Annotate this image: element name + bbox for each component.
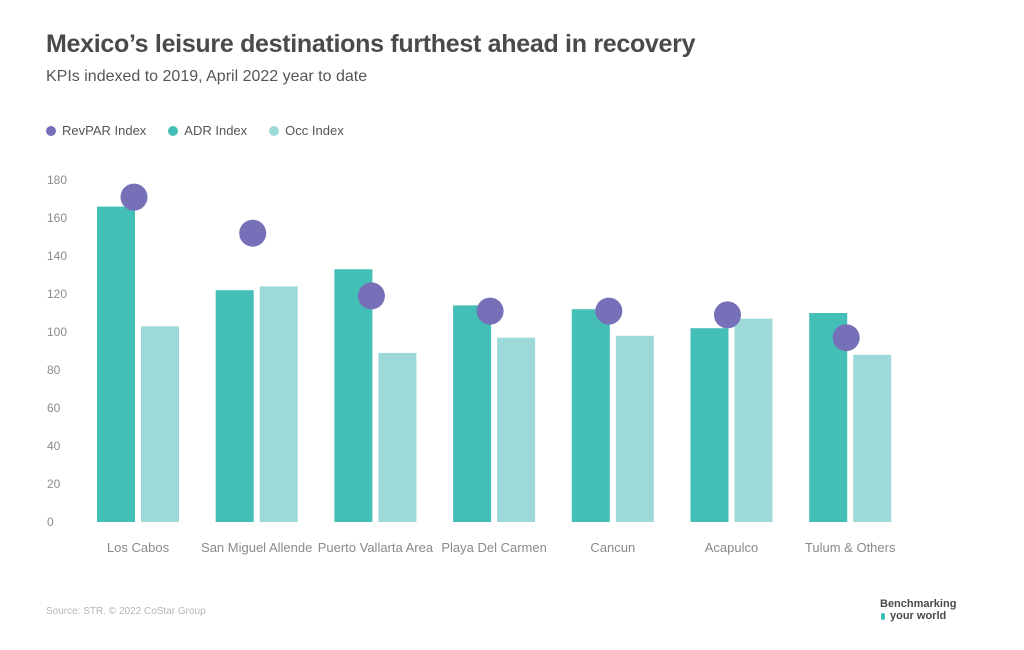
logo-line-2: your world bbox=[890, 610, 947, 622]
logo-line-1: Benchmarking bbox=[880, 598, 957, 610]
legend-item-occ: Occ Index bbox=[269, 123, 344, 138]
bar-chart: 0 20 40 60 80 100 120 140 160 180 Los Cabos San Mig… bbox=[47, 173, 896, 555]
x-category-label: Los Cabos bbox=[107, 540, 170, 555]
chart-title: Mexico’s leisure destinations furthest a… bbox=[46, 30, 696, 58]
x-category-label: Playa Del Carmen bbox=[441, 540, 547, 555]
x-category-label: Cancun bbox=[590, 540, 635, 555]
y-tick-label: 160 bbox=[47, 211, 67, 225]
revpar-marker bbox=[714, 301, 741, 329]
x-category-label: Acapulco bbox=[705, 540, 758, 555]
adr-bar bbox=[453, 305, 492, 522]
legend-dot-adr bbox=[168, 125, 179, 136]
x-category-label: Tulum & Others bbox=[805, 540, 896, 555]
adr-bar bbox=[97, 206, 135, 522]
y-tick-label: 180 bbox=[47, 173, 67, 187]
legend-label-adr: ADR Index bbox=[184, 123, 248, 138]
occ-bar bbox=[141, 326, 179, 522]
revpar-marker bbox=[476, 297, 504, 325]
chart-legend: RevPAR Index ADR Index Occ Index bbox=[46, 123, 344, 138]
logo-line-2-wrap: your world bbox=[880, 610, 960, 622]
legend-item-revpar: RevPAR Index bbox=[46, 123, 146, 138]
y-tick-label: 40 bbox=[47, 439, 61, 453]
y-tick-label: 120 bbox=[47, 287, 67, 301]
occ-bar bbox=[378, 352, 417, 522]
occ-bar bbox=[734, 318, 773, 522]
benchmarking-logo: Benchmarking your world bbox=[880, 598, 960, 622]
occ-bar bbox=[615, 335, 654, 522]
x-category-label: San Miguel Allende bbox=[201, 540, 312, 555]
revpar-marker bbox=[832, 324, 860, 352]
y-tick-label: 80 bbox=[47, 363, 61, 377]
y-tick-label: 100 bbox=[47, 325, 67, 339]
legend-item-adr: ADR Index bbox=[168, 123, 247, 138]
y-tick-label: 0 bbox=[47, 515, 54, 529]
legend-label-revpar: RevPAR Index bbox=[62, 123, 147, 138]
revpar-marker bbox=[239, 219, 267, 247]
adr-bar bbox=[571, 309, 610, 522]
y-tick-label: 20 bbox=[47, 477, 61, 491]
occ-bar bbox=[497, 337, 536, 522]
legend-dot-occ bbox=[269, 125, 280, 136]
x-category-label: Puerto Vallarta Area bbox=[318, 540, 434, 555]
y-tick-label: 140 bbox=[47, 249, 67, 263]
revpar-marker bbox=[357, 282, 385, 310]
revpar-marker bbox=[120, 183, 148, 211]
revpar-marker bbox=[595, 297, 623, 325]
adr-bar bbox=[334, 269, 373, 522]
legend-label-occ: Occ Index bbox=[285, 123, 344, 138]
y-tick-label: 60 bbox=[47, 401, 61, 415]
legend-dot-revpar bbox=[46, 125, 56, 136]
occ-bar bbox=[853, 354, 892, 522]
location-pin-icon bbox=[881, 613, 885, 620]
adr-bar bbox=[215, 290, 254, 522]
source-note: Source: STR. © 2022 CoStar Group bbox=[46, 606, 206, 617]
occ-bar bbox=[259, 286, 298, 522]
chart-subtitle: KPIs indexed to 2019, April 2022 year to… bbox=[46, 68, 368, 85]
adr-bar bbox=[690, 328, 729, 522]
